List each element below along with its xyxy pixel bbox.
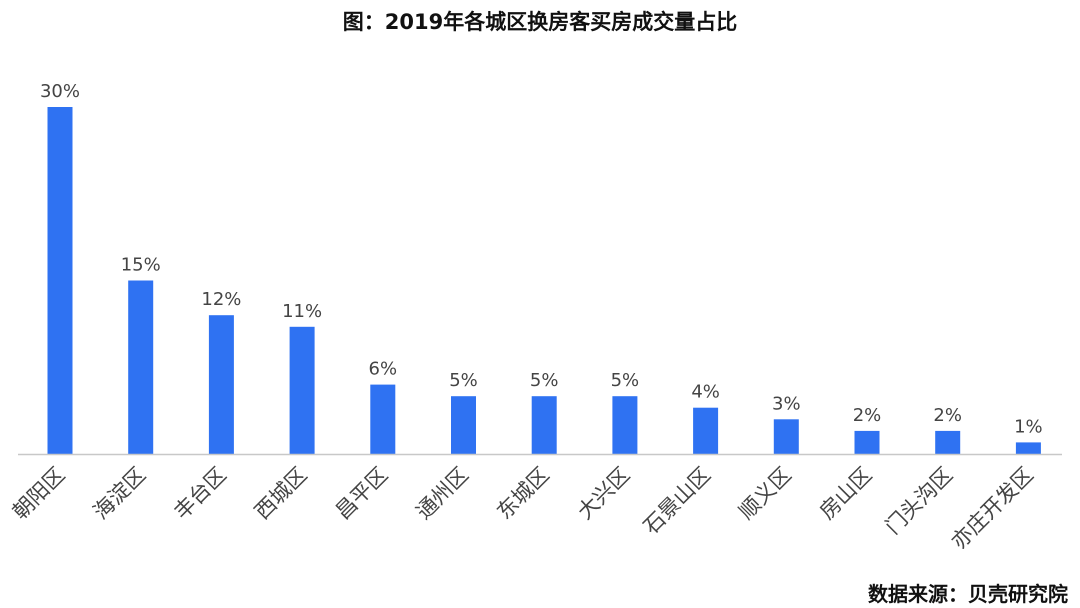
bar-6 <box>451 396 476 454</box>
data-label-6: 5% <box>449 370 478 391</box>
category-label-6: 通州区 <box>412 463 474 525</box>
data-label-4: 11% <box>282 301 322 322</box>
bar-9 <box>693 407 719 454</box>
category-label-13: 亦庄开发区 <box>947 463 1038 554</box>
bar-5 <box>370 384 396 454</box>
data-label-8: 5% <box>611 370 640 391</box>
category-label-3: 丰台区 <box>169 463 231 525</box>
value-labels-layer: 30% 15% 12% 11% 6% 5% 5% 5% 4% 3% 2% 2% 1% <box>40 81 1043 437</box>
data-label-9: 4% <box>691 382 720 403</box>
category-label-9: 石景山区 <box>639 463 715 539</box>
data-label-11: 2% <box>853 405 882 426</box>
category-label-8: 大兴区 <box>573 463 635 525</box>
bar-4 <box>289 326 315 454</box>
category-label-12: 门头沟区 <box>881 463 957 539</box>
bar-7 <box>531 396 557 454</box>
bar-12 <box>935 430 961 454</box>
category-labels-layer: 朝阳区 海淀区 丰台区 西城区 昌平区 通州区 东城区 大兴区 石景山区 顺义区 房山区 门头沟区亦庄… <box>8 463 1038 554</box>
data-label-3: 12% <box>201 289 241 310</box>
bar-3 <box>208 315 234 454</box>
bar-1 <box>47 107 73 454</box>
category-label-4: 西城区 <box>250 463 312 525</box>
data-label-2: 15% <box>121 255 161 276</box>
data-label-10: 3% <box>772 393 801 414</box>
data-label-13: 1% <box>1014 416 1043 437</box>
bar-13 <box>1015 442 1041 454</box>
category-label-7: 东城区 <box>492 463 554 525</box>
data-label-5: 6% <box>369 359 398 380</box>
category-label-11: 房山区 <box>815 463 877 525</box>
data-label-12: 2% <box>933 405 962 426</box>
bars-layer <box>47 107 1041 454</box>
category-label-1: 朝阳区 <box>8 463 70 525</box>
bar-8 <box>612 396 638 454</box>
category-label-2: 海淀区 <box>89 463 151 525</box>
category-label-5: 昌平区 <box>331 463 393 525</box>
chart-title: 图：2019年各城区换房客买房成交量占比 <box>342 10 738 34</box>
data-label-1: 30% <box>40 81 80 102</box>
data-label-7: 5% <box>530 370 559 391</box>
bar-2 <box>128 280 154 454</box>
bar-10 <box>773 419 799 454</box>
bar-11 <box>854 430 880 454</box>
category-label-10: 顺义区 <box>734 463 796 525</box>
source-note: 数据来源：贝壳研究院 <box>868 582 1068 606</box>
